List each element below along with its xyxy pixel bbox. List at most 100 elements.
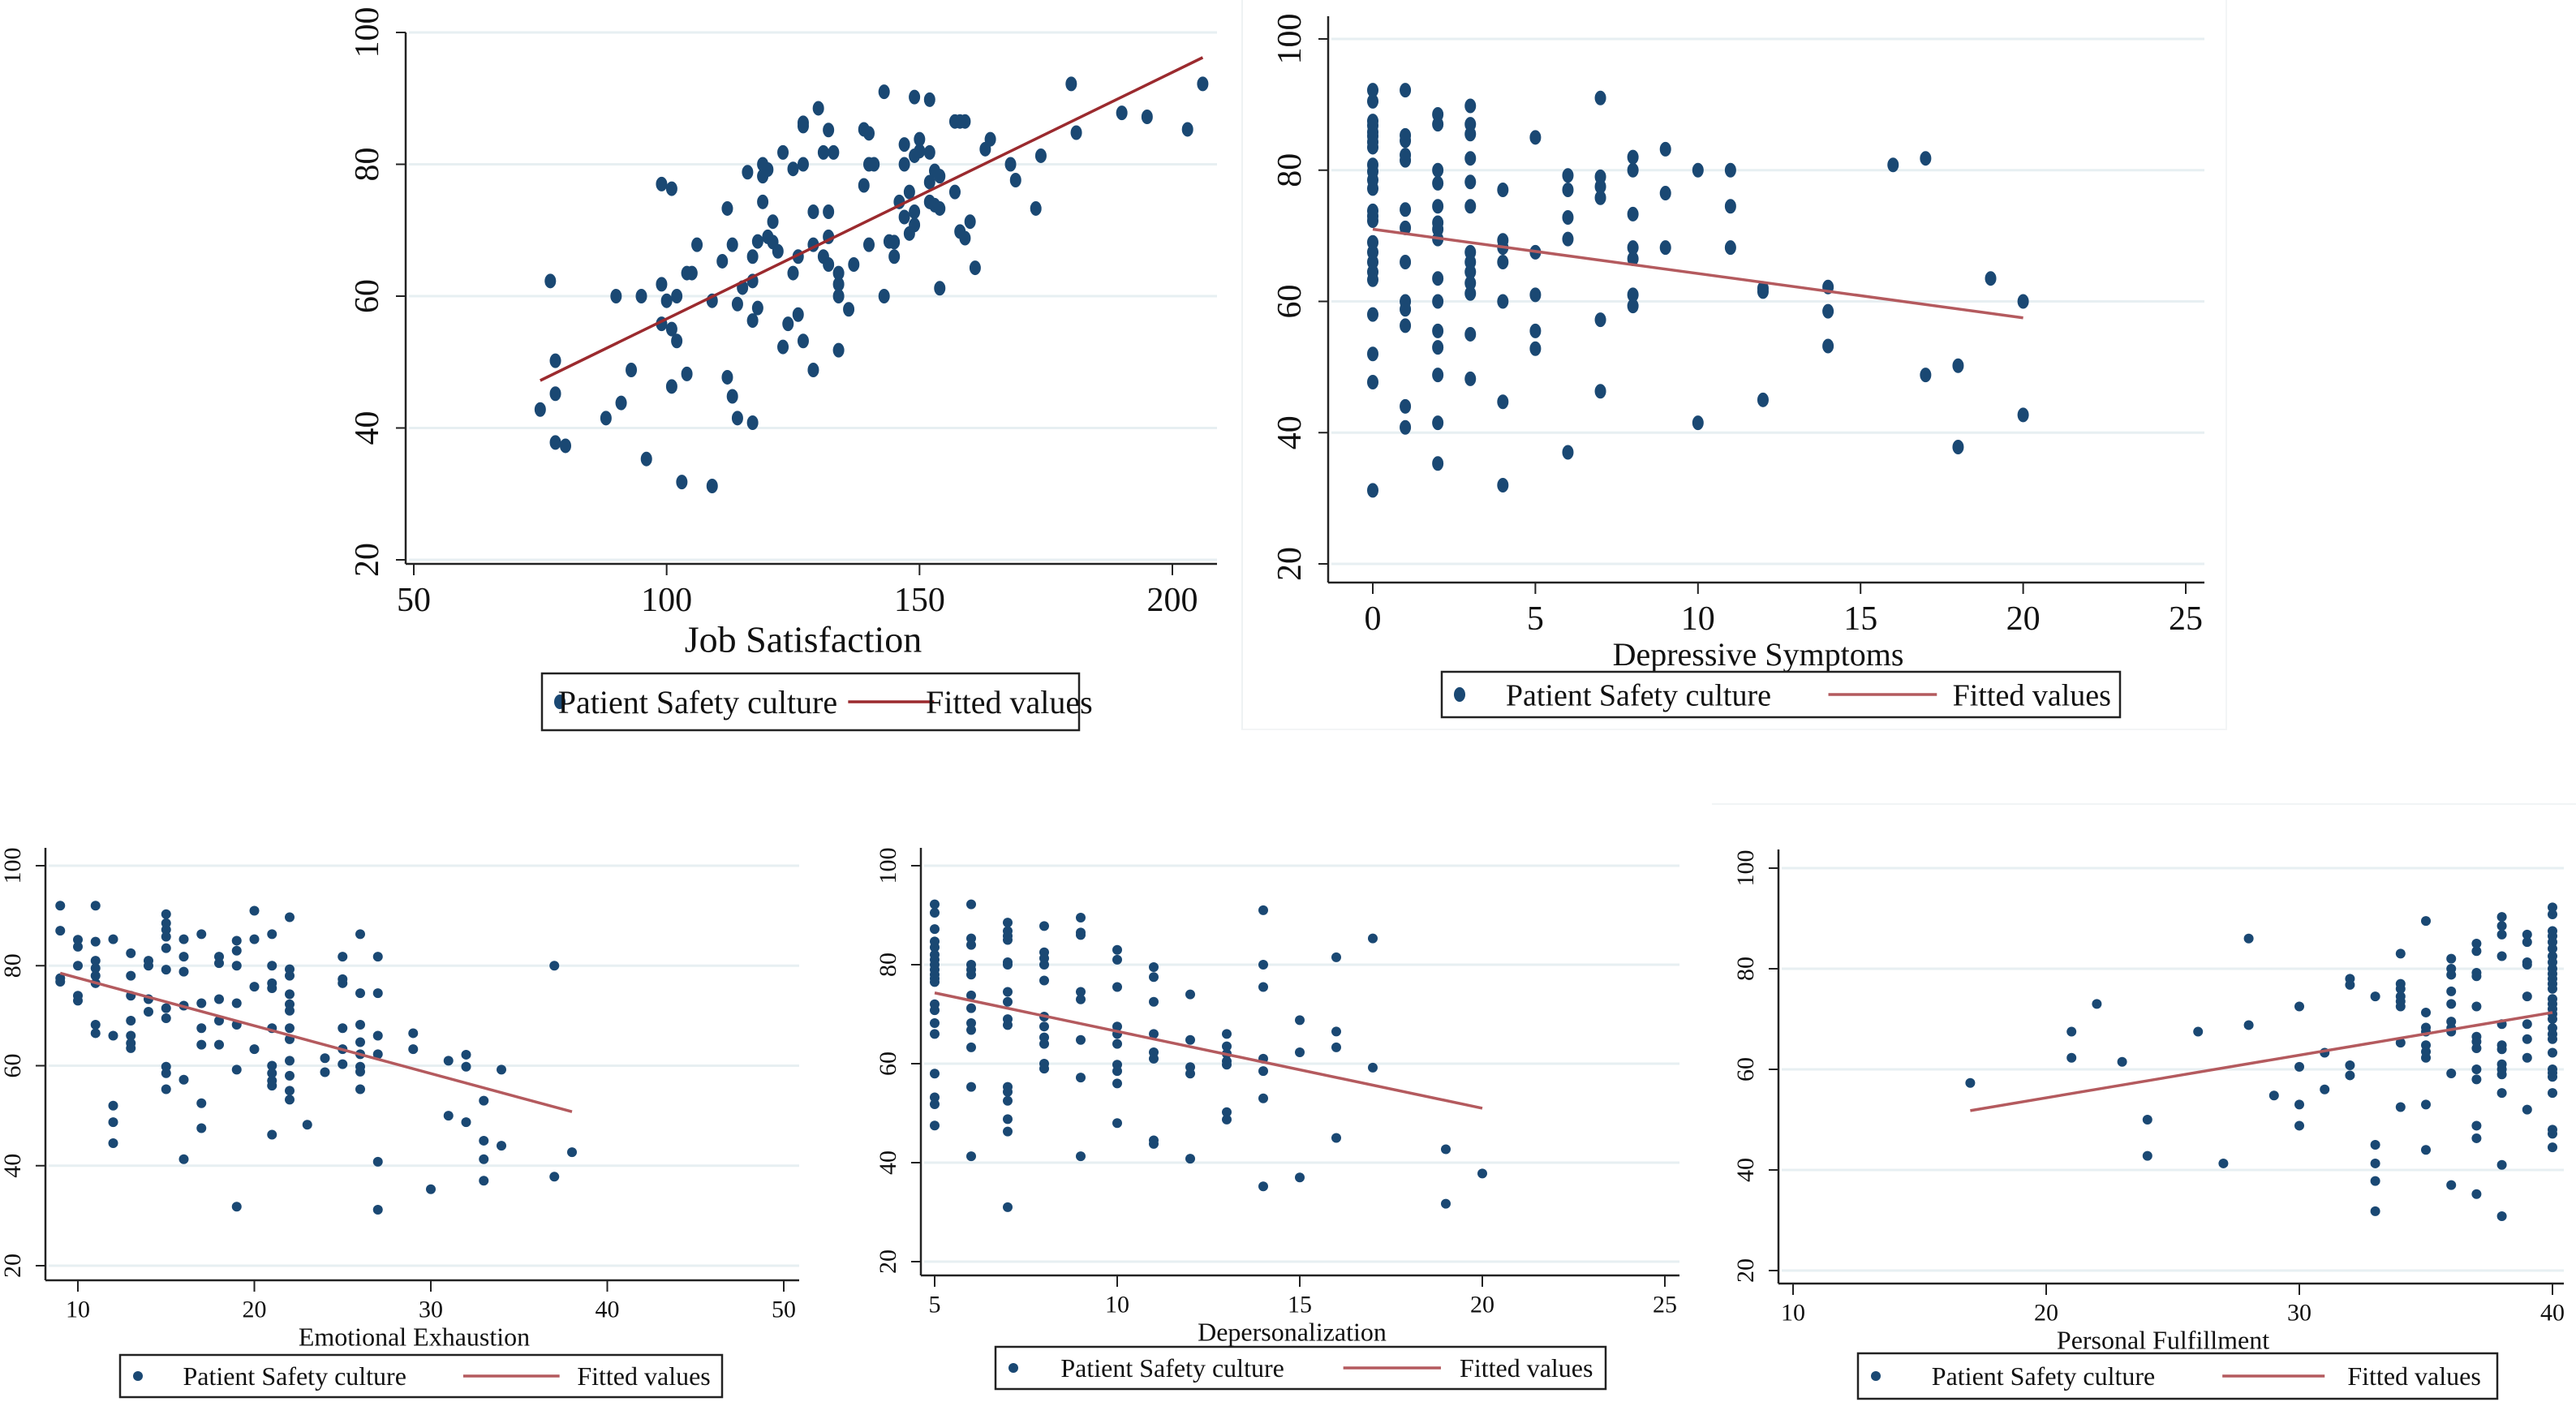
data-point bbox=[966, 1003, 976, 1013]
data-point bbox=[1331, 1042, 1341, 1052]
data-point bbox=[1003, 935, 1013, 945]
data-point bbox=[1003, 1086, 1013, 1097]
data-point bbox=[934, 200, 946, 216]
data-point bbox=[888, 234, 901, 250]
data-point bbox=[285, 970, 295, 981]
data-point bbox=[1400, 302, 1412, 317]
data-point bbox=[1039, 1021, 1049, 1032]
data-point bbox=[320, 1067, 330, 1077]
data-point bbox=[731, 296, 743, 312]
data-point bbox=[2496, 1088, 2507, 1099]
data-point bbox=[355, 1066, 365, 1077]
legend-label-fitted: Fitted values bbox=[926, 684, 1093, 720]
data-point bbox=[742, 165, 754, 180]
data-point bbox=[2421, 1145, 2431, 1155]
data-point bbox=[959, 114, 971, 129]
data-point bbox=[1003, 1114, 1013, 1125]
data-point bbox=[2548, 1047, 2557, 1058]
y-axis-ticks: 20 40 60 80 100 bbox=[349, 7, 406, 577]
data-point bbox=[1003, 1020, 1013, 1030]
data-point bbox=[1367, 272, 1378, 287]
data-point bbox=[231, 945, 242, 956]
chart-panel-depressive-symptoms: 20 40 60 80 100 0 5 10 15 20 25 Depressive Symptoms… bbox=[1241, 0, 2227, 730]
data-point bbox=[267, 983, 277, 993]
data-point bbox=[1594, 190, 1606, 205]
y-tick-label: 80 bbox=[1732, 957, 1759, 981]
data-point bbox=[549, 1172, 560, 1182]
data-point bbox=[161, 924, 171, 935]
data-point bbox=[1141, 110, 1153, 124]
data-point bbox=[2345, 1070, 2355, 1081]
y-tick-label: 40 bbox=[1271, 415, 1309, 449]
data-point bbox=[797, 115, 809, 131]
fitted-line bbox=[540, 56, 1204, 382]
y-tick-label: 80 bbox=[0, 953, 26, 978]
data-point bbox=[2548, 1088, 2557, 1099]
y-tick-label: 60 bbox=[0, 1054, 26, 1078]
data-point bbox=[823, 257, 835, 272]
data-point bbox=[787, 161, 799, 177]
data-point bbox=[1562, 209, 1574, 225]
data-point bbox=[1003, 960, 1013, 970]
data-point bbox=[2471, 939, 2482, 948]
data-point bbox=[90, 956, 101, 966]
legend-box bbox=[1856, 1352, 2499, 1400]
legend-point-marker-icon bbox=[1008, 1363, 1018, 1373]
data-point bbox=[1112, 1066, 1122, 1077]
data-point bbox=[1477, 1168, 1487, 1179]
data-point bbox=[966, 990, 976, 1000]
y-tick-label: 60 bbox=[875, 1052, 901, 1076]
data-point bbox=[178, 952, 189, 962]
x-tick-label: 30 bbox=[419, 1297, 443, 1323]
data-point bbox=[338, 1059, 348, 1069]
data-point bbox=[1659, 186, 1671, 201]
data-point bbox=[1076, 930, 1086, 940]
fitted-line bbox=[59, 971, 573, 1113]
data-point bbox=[267, 1060, 277, 1071]
data-point bbox=[1222, 1029, 1232, 1039]
data-point bbox=[1003, 918, 1013, 928]
data-point bbox=[2395, 1102, 2406, 1112]
data-point bbox=[2471, 971, 2482, 982]
data-point bbox=[1920, 368, 1932, 383]
data-point bbox=[90, 1019, 101, 1030]
data-point bbox=[231, 1202, 242, 1212]
data-point bbox=[1039, 1039, 1049, 1049]
data-point bbox=[1400, 318, 1412, 333]
data-point bbox=[676, 475, 688, 490]
data-point bbox=[1659, 141, 1671, 157]
data-point bbox=[966, 899, 976, 910]
data-point bbox=[2548, 1034, 2557, 1044]
legend-label-fitted: Fitted values bbox=[1460, 1353, 1593, 1383]
data-point bbox=[964, 214, 976, 230]
x-tick-label: 40 bbox=[2540, 1300, 2565, 1327]
data-point bbox=[231, 935, 242, 946]
data-point bbox=[1562, 168, 1574, 183]
x-tick-label: 15 bbox=[1288, 1292, 1312, 1318]
y-tick-label: 40 bbox=[875, 1150, 901, 1175]
data-point bbox=[923, 174, 935, 190]
legend-point-marker-icon bbox=[1871, 1371, 1881, 1381]
legend: Patient Safety culture Fitted values bbox=[1856, 1352, 2499, 1400]
data-point bbox=[1822, 303, 1834, 319]
data-point bbox=[1627, 149, 1639, 165]
data-point bbox=[2496, 1044, 2507, 1055]
data-point bbox=[823, 123, 835, 138]
gridlines bbox=[1782, 867, 2564, 1272]
data-point bbox=[1822, 338, 1834, 354]
data-point bbox=[285, 1086, 295, 1096]
data-point bbox=[1003, 1202, 1013, 1212]
data-point bbox=[2370, 1206, 2380, 1216]
data-point bbox=[161, 1084, 171, 1095]
data-point bbox=[2548, 910, 2557, 920]
data-point bbox=[267, 1068, 277, 1078]
chart-emotional-exhaustion: 20 40 60 80 100 10 20 30 40 50 Emotional Exhaustio… bbox=[0, 848, 799, 1399]
data-point bbox=[1039, 1064, 1049, 1074]
legend-label-points: Patient Safety culture bbox=[1506, 678, 1771, 712]
data-point bbox=[549, 386, 561, 402]
data-point bbox=[1367, 307, 1378, 322]
x-tick-label: 20 bbox=[1470, 1292, 1494, 1318]
data-point bbox=[549, 353, 561, 368]
data-point bbox=[2017, 294, 2029, 309]
data-point bbox=[2522, 1052, 2532, 1063]
